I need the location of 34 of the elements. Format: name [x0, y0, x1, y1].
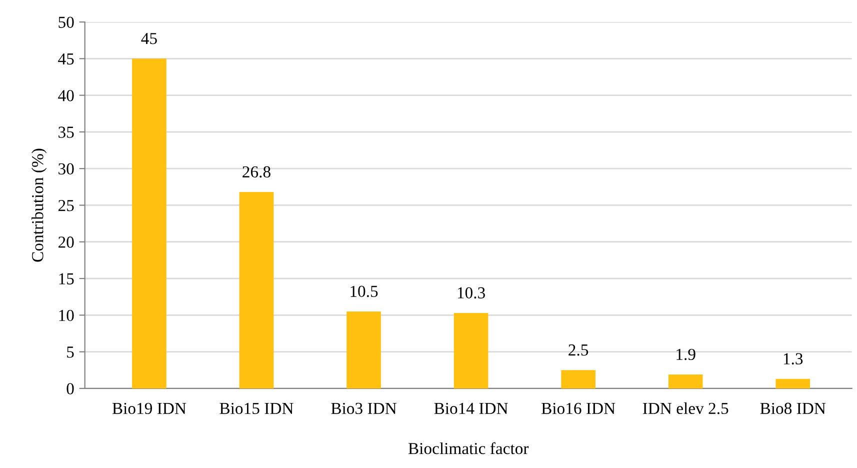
bar	[776, 378, 810, 388]
data-label: 10.5	[350, 286, 378, 298]
bar	[239, 192, 274, 388]
x-tick-label: Bio16 IDN	[542, 402, 616, 414]
y-axis-title: Contribution (%)	[32, 148, 47, 262]
x-tick-label: Bio19 IDN	[112, 402, 186, 414]
data-label: 1.3	[784, 353, 803, 364]
data-label: 26.8	[242, 166, 270, 178]
bar	[346, 311, 381, 388]
data-label: 10.3	[458, 287, 485, 299]
y-tick-label: 45	[58, 53, 74, 65]
data-label: 1.9	[676, 348, 696, 360]
y-tick-label: 5	[67, 346, 74, 358]
data-label: 2.5	[568, 344, 588, 356]
bar	[454, 312, 488, 388]
y-tick-label: 50	[58, 16, 74, 28]
x-axis-title: Bioclimatic factor	[408, 442, 529, 454]
x-tick-label: Bio14 IDN	[434, 402, 508, 414]
y-tick-label: 20	[58, 236, 74, 248]
bar	[132, 58, 166, 388]
y-tick-label: 35	[58, 126, 74, 138]
bar	[561, 370, 596, 388]
x-tick-label: Bio8 IDN	[760, 402, 826, 414]
x-tick-label: IDN elev 2.5	[642, 402, 728, 414]
bar	[668, 374, 703, 388]
x-tick-label: Bio3 IDN	[331, 402, 396, 414]
y-tick-label: 10	[59, 310, 74, 322]
data-label: 45	[141, 33, 157, 44]
y-tick-label: 0	[66, 383, 74, 394]
y-tick-label: 15	[59, 273, 74, 284]
y-tick-label: 30	[58, 163, 74, 175]
x-tick-label: Bio15 IDN	[220, 402, 294, 414]
y-tick-label: 40	[58, 90, 74, 102]
y-tick-label: 25	[58, 200, 74, 212]
